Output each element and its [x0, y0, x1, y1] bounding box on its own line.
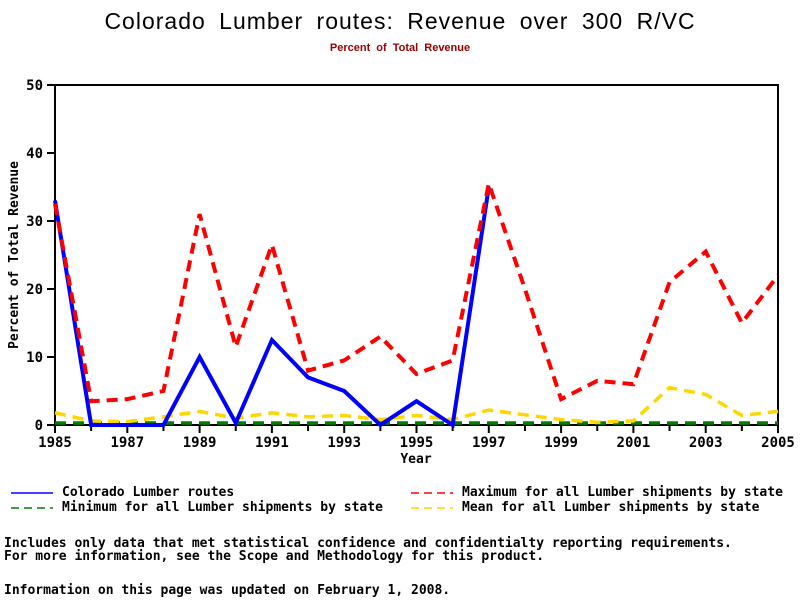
x-tick-label: 2003 [689, 435, 723, 451]
legend-item-mean-for: Mean for all Lumber shipments by state [410, 500, 759, 515]
y-tick-label: 10 [26, 350, 43, 366]
y-tick-label: 40 [26, 146, 43, 162]
legend-swatch [11, 506, 53, 509]
x-tick-label: 1991 [255, 435, 289, 451]
axes: 0 10 20 30 40 50 1985 1987 1989 1991 1993 1995 1997 1… [26, 78, 795, 451]
x-tick-label: 1997 [472, 435, 506, 451]
series-line-3 [54, 385, 779, 425]
legend-item-maximum-for: Maximum for all Lumber shipments by stat… [410, 485, 783, 500]
y-tick-label: 20 [26, 282, 43, 298]
chart-title: Colorado Lumber routes: Revenue over 300… [104, 8, 696, 34]
y-tick-label: 0 [35, 418, 43, 434]
legend-item-colorado-lumber: Colorado Lumber routes [10, 485, 234, 500]
series-line-0 [53, 186, 491, 429]
y-tick-label: 30 [26, 214, 43, 230]
legend: Colorado Lumber routes Maximum for all Lu… [0, 485, 800, 519]
chart-subtitle: Percent of Total Revenue [329, 42, 471, 54]
x-tick-label: 1989 [183, 435, 217, 451]
x-tick-label: 1985 [38, 435, 72, 451]
legend-swatch [411, 506, 453, 509]
legend-label: Minimum for all Lumber shipments by stat… [62, 500, 383, 515]
x-tick-label: 2005 [761, 435, 795, 451]
y-axis-label: Percent of Total Revenue [7, 161, 22, 349]
y-tick-label: 50 [26, 78, 43, 94]
footer-updated-note: Information on this page was updated on … [4, 583, 451, 598]
x-tick-label: 1999 [544, 435, 578, 451]
x-axis-label: Year [400, 452, 431, 467]
x-tick-label: 1987 [110, 435, 144, 451]
series-lines [53, 176, 780, 429]
x-tick-label: 1993 [327, 435, 361, 451]
legend-swatch [411, 491, 453, 494]
legend-item-minimum-for: Minimum for all Lumber shipments by stat… [10, 500, 383, 515]
legend-label: Mean for all Lumber shipments by state [462, 500, 760, 515]
legend-swatch [11, 491, 53, 494]
x-tick-label: 2001 [617, 435, 651, 451]
series-line-2 [53, 176, 780, 404]
footer-note-line2: For more information, see the Scope and … [4, 549, 545, 564]
footer-note-line1: Includes only data that met statistical … [4, 536, 732, 551]
x-tick-label: 1995 [400, 435, 434, 451]
legend-label: Maximum for all Lumber shipments by stat… [462, 485, 783, 500]
legend-label: Colorado Lumber routes [62, 485, 235, 500]
